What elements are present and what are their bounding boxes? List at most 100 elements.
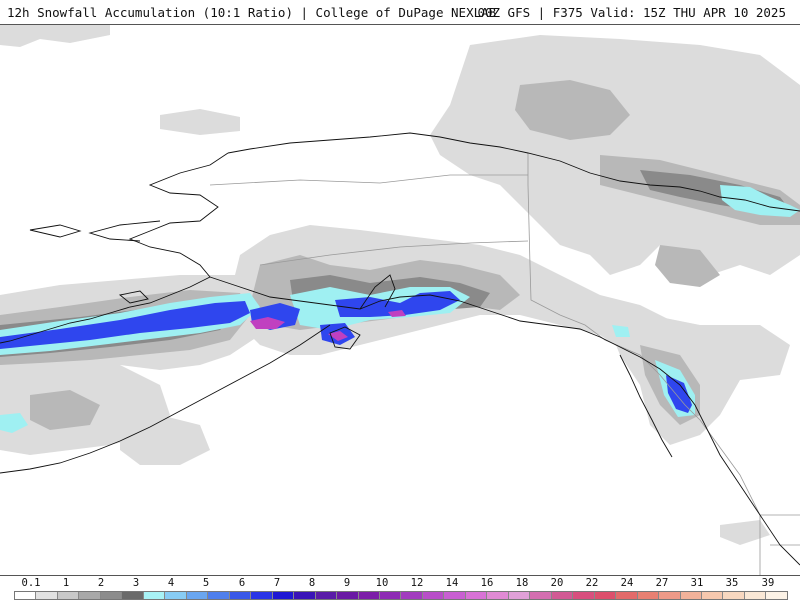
snow-area-magenta-1 [250,317,285,329]
st-lawrence-island [29,224,82,238]
legend-tick-label: 1 [62,577,70,589]
snowfall-light-gray-areas [0,25,800,545]
model-run-info: 00Z GFS | F375 Valid: 15Z THU APR 10 202… [477,5,786,20]
map-title: 12h Snowfall Accumulation (10:1 Ratio) |… [7,5,497,20]
political-borders [209,153,800,575]
legend-color-cell [702,592,724,599]
legend-color-cell [379,592,402,599]
legend-color-cell [744,592,767,599]
legend-tick-label: 39 [761,577,775,589]
legend-color-cell [422,592,445,599]
legend-color-cell [530,592,552,599]
legend-color-cell [573,592,595,599]
legend-tick-label: 31 [690,577,704,589]
legend-color-cell [723,592,745,599]
legend-color-cell [57,592,80,599]
legend-tick-label: 7 [273,577,281,589]
bc-province-lines [759,515,800,575]
snow-area-blue-panhandle [666,375,692,413]
west-coast-alaska [0,152,229,344]
legend-tick-label: 24 [620,577,634,589]
snow-area-magenta-3 [388,310,406,317]
nunivak-island [118,290,149,304]
legend-tick-label: 9 [343,577,351,589]
legend-tick-labels: 0.1 1 2 3 4 5 6 7 8 9 10 12 14 16 18 20 22 24 27 31 35 39 [0,577,800,589]
map-canvas [0,25,800,575]
snow-area-south-gulf [120,415,210,465]
alaska-canada-border [527,153,701,421]
legend-tick-label: 6 [238,577,246,589]
snow-area-bc-coast [600,305,790,445]
legend-color-cell [508,592,531,599]
legend-color-cell [680,592,702,599]
legend-tick-label: 12 [410,577,424,589]
legend-color-cell [208,592,230,599]
title-bar: 12h Snowfall Accumulation (10:1 Ratio) |… [0,0,800,24]
legend-color-cell [143,592,166,599]
legend-tick-label: 22 [585,577,599,589]
snow-area-cyan-sw [0,413,28,433]
legend-color-cell [229,592,252,599]
legend-tick-label: 10 [375,577,389,589]
legend-color-cell [79,592,101,599]
legend-tick-label: 3 [132,577,140,589]
arctic-coast [227,132,800,212]
alaska-peninsula [209,276,706,426]
snow-area-cyan-eastern [720,185,800,217]
legend-color-cell [659,592,681,599]
legend-color-cell [315,592,338,599]
bc-coast [704,424,800,566]
legend-color-cell [165,592,187,599]
legend-color-cell [36,592,58,599]
legend-tick-label: 20 [550,577,564,589]
snow-area-blue-bering [0,301,250,349]
legend-color-cell [337,592,359,599]
legend-color-cell [594,592,617,599]
panhandle-islands [619,354,673,458]
legend-tick-label: 2 [97,577,105,589]
snowfall-blue-areas [0,291,692,413]
legend-tick-label: 8 [308,577,316,589]
legend-color-cell [186,592,209,599]
legend-color-cell [401,592,423,599]
legend-color-cell [616,592,638,599]
legend-color-cell [100,592,123,599]
legend-color-cell [766,592,787,599]
interior-region-lines-2 [259,240,529,266]
legend-tick-label: 27 [655,577,669,589]
coastlines [0,132,800,566]
snow-area-magenta-2 [328,331,348,341]
legend-tick-label: 5 [202,577,210,589]
legend-color-cell [465,592,488,599]
snow-area-small-1 [160,109,240,135]
legend-color-cell [637,592,660,599]
legend-color-cell [358,592,380,599]
snow-area-blue-central [335,291,460,317]
legend-color-bar [14,591,788,600]
legend-color-cell [122,592,144,599]
snowfall-legend: 0.1 1 2 3 4 5 6 7 8 9 10 12 14 16 18 20 22 24 27 31 35 39 [0,576,800,600]
legend-color-cell [251,592,273,599]
legend-tick-label: 4 [167,577,175,589]
snow-area-mid-yukon-east [655,245,720,287]
snow-area-cyan-small [612,325,630,337]
snow-area-mid-yukon [515,80,630,140]
legend-color-cell [272,592,295,599]
legend-tick-label: 0.1 [21,577,41,589]
snowfall-magenta-areas [250,310,406,341]
legend-color-cell [487,592,509,599]
interior-region-lines [209,174,528,186]
bc-border [699,419,800,516]
legend-tick-label: 35 [725,577,739,589]
legend-tick-label: 16 [480,577,494,589]
snow-area-small-3 [720,520,770,545]
legend-tick-label: 14 [445,577,459,589]
seward-peninsula [88,220,161,242]
legend-color-cell [294,592,316,599]
kodiak-island [329,326,361,350]
snowfall-map[interactable] [0,24,800,576]
legend-color-cell [551,592,574,599]
snow-area-nw-corner [0,25,110,47]
snow-area-mid-south [30,390,100,430]
cook-inlet [359,274,396,310]
